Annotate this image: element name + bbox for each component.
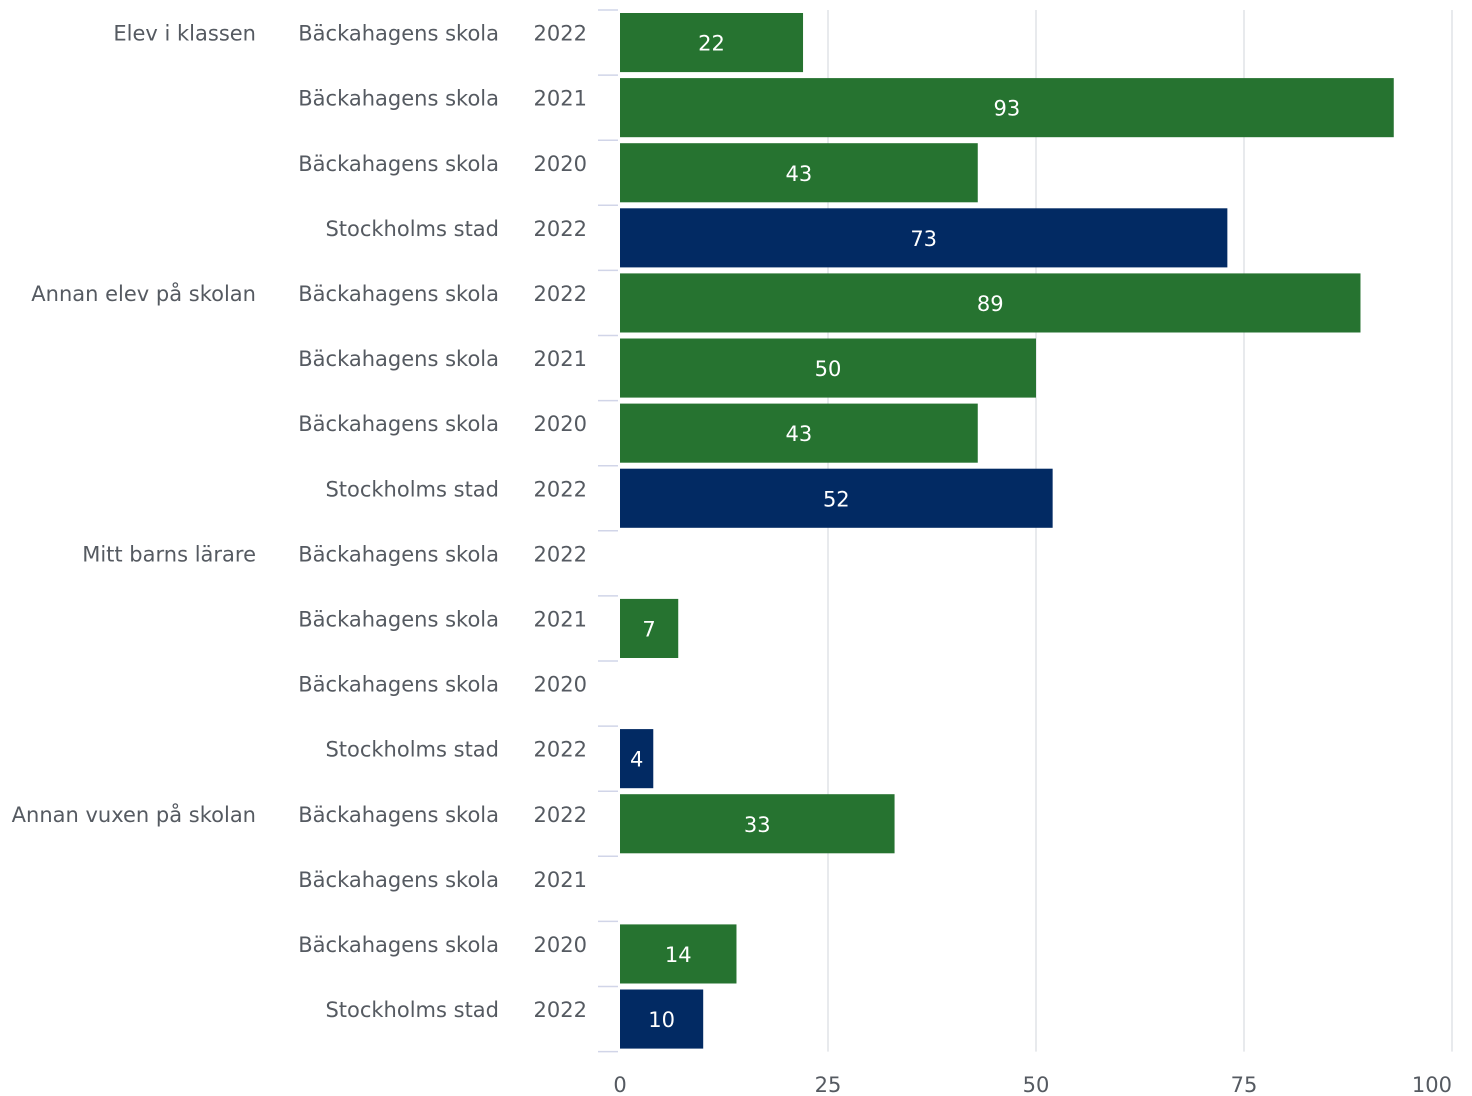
- x-tick-label: 25: [815, 1073, 842, 1096]
- data-label: 33: [744, 813, 771, 837]
- x-tick-label: 0: [613, 1073, 626, 1096]
- data-label: 22: [698, 32, 725, 56]
- entity-label: Bäckahagens skola: [298, 803, 499, 827]
- year-label: 2021: [534, 87, 587, 111]
- year-label: 2020: [534, 673, 587, 697]
- entity-label: Bäckahagens skola: [298, 933, 499, 957]
- year-label: 2022: [534, 477, 587, 501]
- bar: [620, 989, 704, 1049]
- x-tick-label: 100: [1412, 1073, 1452, 1096]
- data-label: 93: [994, 97, 1021, 121]
- year-label: 2021: [534, 868, 587, 892]
- data-label: 89: [977, 292, 1004, 316]
- year-label: 2022: [534, 738, 587, 762]
- entity-label: Stockholms stad: [325, 998, 499, 1022]
- entity-label: Bäckahagens skola: [298, 282, 499, 306]
- row-labels: Elev i klassen Bäckahagens skola 2022 Bäcka…: [12, 22, 587, 1022]
- entity-label: Bäckahagens skola: [298, 87, 499, 111]
- entity-label: Stockholms stad: [325, 477, 499, 501]
- year-label: 2022: [534, 22, 587, 46]
- bar: [620, 468, 1053, 528]
- entity-label: Bäckahagens skola: [298, 412, 499, 436]
- group-label: Mitt barns lärare: [82, 542, 256, 566]
- x-axis-ticks: 0 25 50 75 100: [613, 1073, 1452, 1096]
- data-label: 4: [630, 748, 643, 772]
- year-label: 2021: [534, 607, 587, 631]
- bar: [620, 598, 679, 658]
- entity-label: Bäckahagens skola: [298, 868, 499, 892]
- year-label: 2022: [534, 542, 587, 566]
- entity-label: Stockholms stad: [325, 738, 499, 762]
- bar: [620, 273, 1361, 333]
- year-label: 2020: [534, 933, 587, 957]
- category-axis: [598, 9, 618, 1053]
- entity-label: Bäckahagens skola: [298, 607, 499, 631]
- year-label: 2022: [534, 282, 587, 306]
- bar: [620, 729, 654, 789]
- bar: [620, 13, 804, 73]
- grid-lines: [827, 10, 1453, 1052]
- entity-label: Bäckahagens skola: [298, 152, 499, 176]
- bar: [620, 924, 737, 984]
- data-label: 10: [648, 1008, 675, 1032]
- group-label: Elev i klassen: [113, 22, 256, 46]
- year-label: 2022: [534, 217, 587, 241]
- entity-label: Bäckahagens skola: [298, 542, 499, 566]
- bar: [620, 208, 1228, 268]
- year-label: 2020: [534, 152, 587, 176]
- data-label: 50: [815, 357, 842, 381]
- x-tick-label: 50: [1023, 1073, 1050, 1096]
- data-label: 43: [786, 162, 813, 186]
- data-label: 73: [910, 227, 937, 251]
- year-label: 2021: [534, 347, 587, 371]
- year-label: 2022: [534, 803, 587, 827]
- group-label: Annan elev på skolan: [31, 281, 256, 306]
- data-label: 43: [786, 422, 813, 446]
- bar: [620, 143, 978, 203]
- bar: [620, 78, 1394, 138]
- bar: [620, 794, 895, 854]
- x-tick-label: 75: [1231, 1073, 1258, 1096]
- data-label: 14: [665, 943, 692, 967]
- entity-label: Bäckahagens skola: [298, 347, 499, 371]
- year-label: 2022: [534, 998, 587, 1022]
- entity-label: Bäckahagens skola: [298, 673, 499, 697]
- entity-label: Bäckahagens skola: [298, 22, 499, 46]
- entity-label: Stockholms stad: [325, 217, 499, 241]
- year-label: 2020: [534, 412, 587, 436]
- data-label: 52: [823, 487, 850, 511]
- bar: [620, 403, 978, 463]
- bar: [620, 338, 1036, 398]
- data-label: 7: [642, 617, 655, 641]
- group-label: Annan vuxen på skolan: [12, 802, 256, 827]
- bars: 22 93 43 73 89 50 43 52 7 4 33 14 10: [620, 13, 1394, 1049]
